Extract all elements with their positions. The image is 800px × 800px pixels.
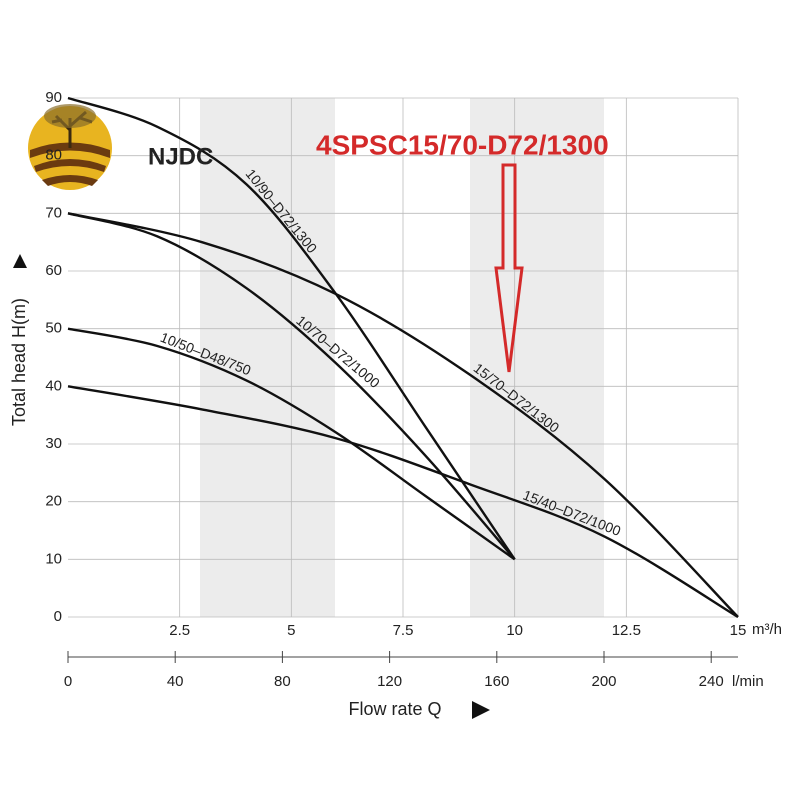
y-tick-label: 90 (45, 89, 62, 106)
annotation: 4SPSC15/70-D72/1300 (316, 129, 609, 160)
curve (67, 96, 516, 561)
y-tick-label: 40 (45, 377, 62, 394)
x-tick-label: 15 (730, 622, 747, 639)
y-tick-label: 30 (45, 435, 62, 452)
y-tick-label: 70 (45, 204, 62, 221)
curve (67, 212, 739, 618)
logo-text: NJDC (148, 143, 213, 170)
x-tick-label: 10 (506, 622, 523, 639)
y-tick-label: 0 (54, 608, 62, 625)
x2-tick-label: 40 (167, 673, 184, 690)
annotation-arrow (494, 163, 524, 373)
x2-tick-label: 160 (484, 673, 509, 690)
x-tick-label: 2.5 (169, 622, 190, 639)
x2-tick-label: 120 (377, 673, 402, 690)
x-tick-label: 5 (287, 622, 295, 639)
curve (67, 327, 516, 561)
y-axis-arrow (13, 254, 27, 268)
shaded-band (470, 98, 604, 617)
curve (67, 385, 739, 619)
x-tick-label: 12.5 (612, 622, 641, 639)
y-tick-label: 80 (45, 147, 62, 164)
y-tick-label: 50 (45, 320, 62, 337)
x2-tick-label: 0 (64, 673, 72, 690)
x2-tick-label: 240 (699, 673, 724, 690)
shaded-band (200, 98, 335, 617)
x-unit: m³/h (752, 621, 782, 638)
x-tick-label: 7.5 (393, 622, 414, 639)
x-axis-label: Flow rate Q (348, 699, 441, 719)
y-tick-label: 60 (45, 262, 62, 279)
y-axis-label: Total head H(m) (9, 298, 29, 426)
logo (28, 104, 112, 190)
y-tick-label: 10 (45, 550, 62, 567)
x2-tick-label: 200 (591, 673, 616, 690)
y-tick-label: 20 (45, 493, 62, 510)
x-axis-arrow (472, 701, 490, 719)
x2-tick-label: 80 (274, 673, 291, 690)
x2-unit: l/min (732, 673, 764, 690)
